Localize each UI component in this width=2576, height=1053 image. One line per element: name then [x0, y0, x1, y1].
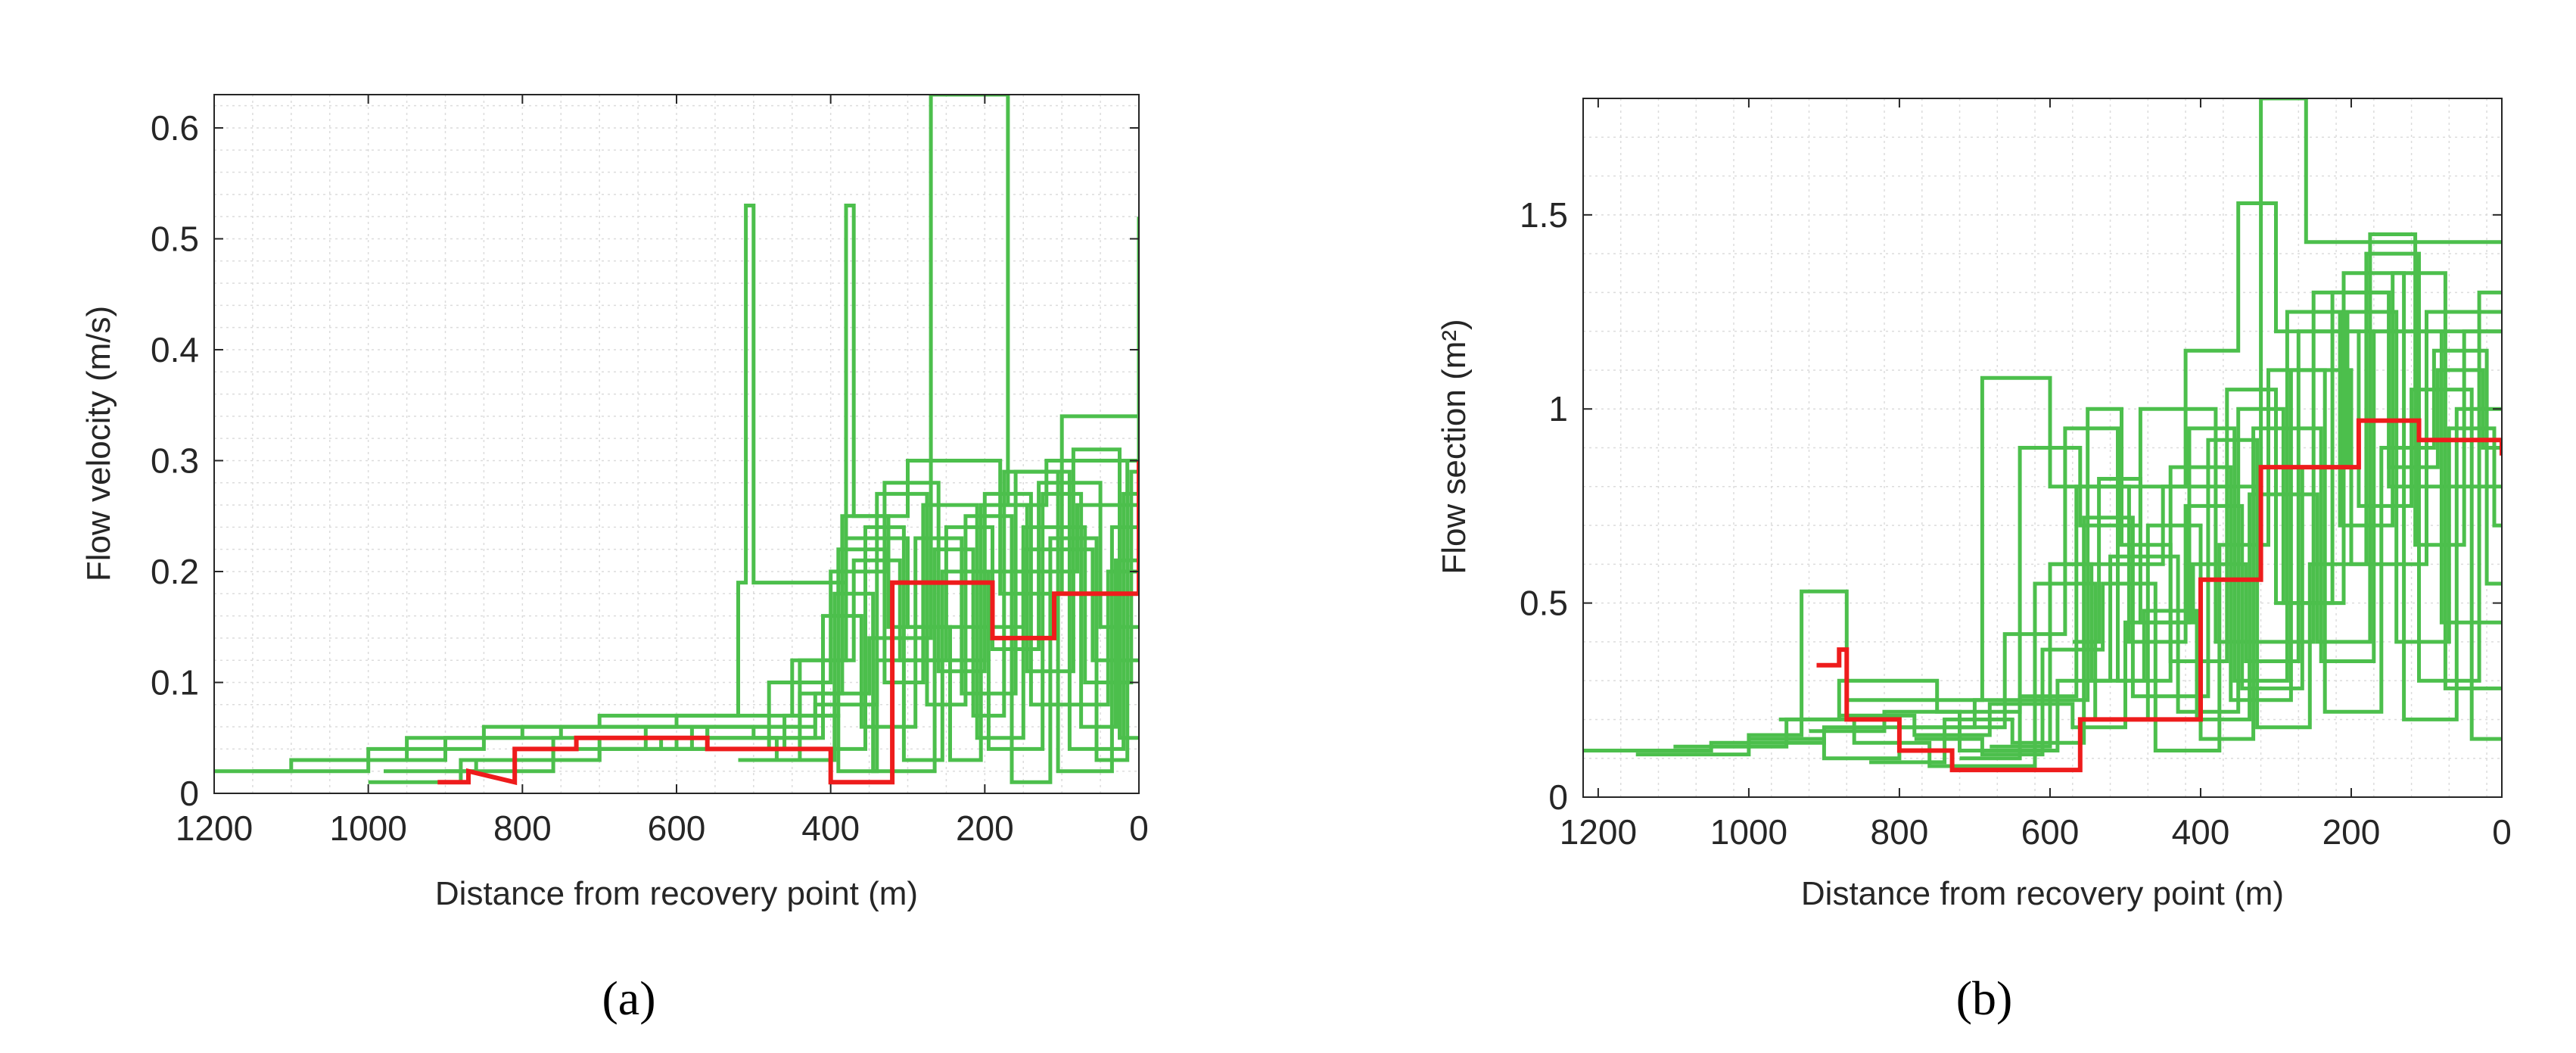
series-a [214, 95, 1139, 786]
grid-a [213, 95, 1140, 794]
y-tick-label: 1 [1548, 389, 1568, 428]
x-tick-label: 1200 [176, 808, 253, 848]
series-b [1583, 98, 2502, 773]
y-tick-label: 0 [179, 774, 199, 813]
x-axis-label-a: Distance from recovery point (m) [435, 875, 918, 912]
y-tick-label: 0.5 [151, 219, 199, 258]
ensemble-series-line [1990, 232, 2502, 749]
x-tick-label: 400 [801, 808, 860, 848]
ensemble-series-line [815, 491, 1139, 762]
y-tick-label: 0.1 [151, 662, 199, 702]
ensemble-series-line [1778, 329, 2502, 768]
x-tick-label: 200 [956, 808, 1014, 848]
ensemble-series-line [599, 481, 1139, 751]
x-axis-label-b: Distance from recovery point (m) [1801, 875, 2284, 912]
x-tick-label: 0 [1129, 808, 1149, 848]
y-axis-label-b: Flow section (m²) [1436, 319, 1473, 574]
mean-series-line [437, 460, 1139, 786]
ensemble-series-line [1959, 310, 2502, 761]
grid-b [1582, 98, 2502, 798]
ensemble-series-line [2072, 271, 2502, 690]
x-tick-label: 800 [493, 808, 552, 848]
x-tick-label: 200 [2322, 812, 2381, 852]
ensemble-series-line [792, 459, 1139, 784]
y-tick-label: 0.6 [151, 108, 199, 148]
y-tick-label: 0.3 [151, 441, 199, 480]
y-tick-label: 0.2 [151, 552, 199, 591]
x-tick-label: 800 [1871, 812, 1929, 852]
x-tick-label: 400 [2172, 812, 2230, 852]
x-tick-label: 1000 [329, 808, 406, 848]
y-tick-label: 0.4 [151, 330, 199, 369]
x-tick-label: 600 [648, 808, 706, 848]
panel-a-flow-velocity-chart: 1200 1000 800 600 400 200 0 0 0.1 0.2 0.3 0.4 0.5 0.6… [80, 94, 1149, 1025]
ensemble-series-line [1635, 201, 2502, 757]
x-tick-label: 0 [2492, 812, 2512, 852]
panel-label-a: (a) [602, 971, 655, 1025]
ensemble-series-line [738, 447, 1139, 762]
ensemble-series-line [2050, 290, 2502, 703]
y-axis-label-a: Flow velocity (m/s) [80, 306, 117, 581]
x-tick-label: 600 [2021, 812, 2080, 852]
ticks-a: 1200 1000 800 600 400 200 0 0 0.1 0.2 0.3 0.4 0.5 0.6 [151, 95, 1149, 848]
ensemble-series-line [252, 204, 1139, 774]
plot-frame-b [1582, 98, 2503, 798]
ticks-b: 1200 1000 800 600 400 200 0 0 0.5 1 1.5 [1520, 98, 2512, 852]
ensemble-series-line [661, 469, 1139, 774]
x-tick-label: 1000 [1710, 812, 1787, 852]
panel-label-b: (b) [1956, 971, 2013, 1025]
y-tick-label: 0.5 [1520, 584, 1568, 623]
x-tick-label: 1200 [1560, 812, 1637, 852]
ensemble-series-line [1809, 271, 2502, 752]
mean-series-line [1816, 418, 2502, 773]
y-tick-label: 1.5 [1520, 195, 1568, 235]
y-tick-label: 0 [1548, 777, 1568, 817]
panel-b-flow-section-chart: 1200 1000 800 600 400 200 0 0 0.5 1 1.5 Distance f… [1436, 98, 2512, 1025]
